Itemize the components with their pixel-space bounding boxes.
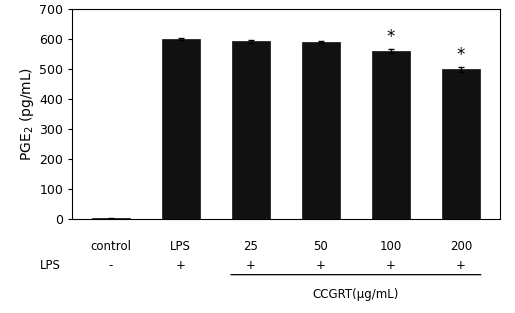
Y-axis label: PGE$_2$ (pg/mL): PGE$_2$ (pg/mL) xyxy=(19,67,36,161)
Text: *: * xyxy=(387,28,395,46)
Text: +: + xyxy=(176,259,186,272)
Bar xyxy=(92,218,130,219)
Text: *: * xyxy=(457,46,465,64)
Bar xyxy=(302,42,340,219)
Text: -: - xyxy=(109,259,113,272)
Bar xyxy=(232,41,270,219)
Text: +: + xyxy=(386,259,396,272)
Text: LPS: LPS xyxy=(40,259,60,272)
Text: 100: 100 xyxy=(380,240,402,253)
Text: 50: 50 xyxy=(314,240,328,253)
Text: +: + xyxy=(456,259,466,272)
Text: +: + xyxy=(316,259,326,272)
Text: control: control xyxy=(90,240,131,253)
Text: 200: 200 xyxy=(450,240,472,253)
Text: +: + xyxy=(246,259,256,272)
Bar xyxy=(372,51,410,219)
Bar xyxy=(162,39,200,219)
Bar xyxy=(441,69,480,219)
Text: LPS: LPS xyxy=(170,240,191,253)
Text: CCGRT(μg/mL): CCGRT(μg/mL) xyxy=(313,288,399,301)
Text: 25: 25 xyxy=(244,240,258,253)
